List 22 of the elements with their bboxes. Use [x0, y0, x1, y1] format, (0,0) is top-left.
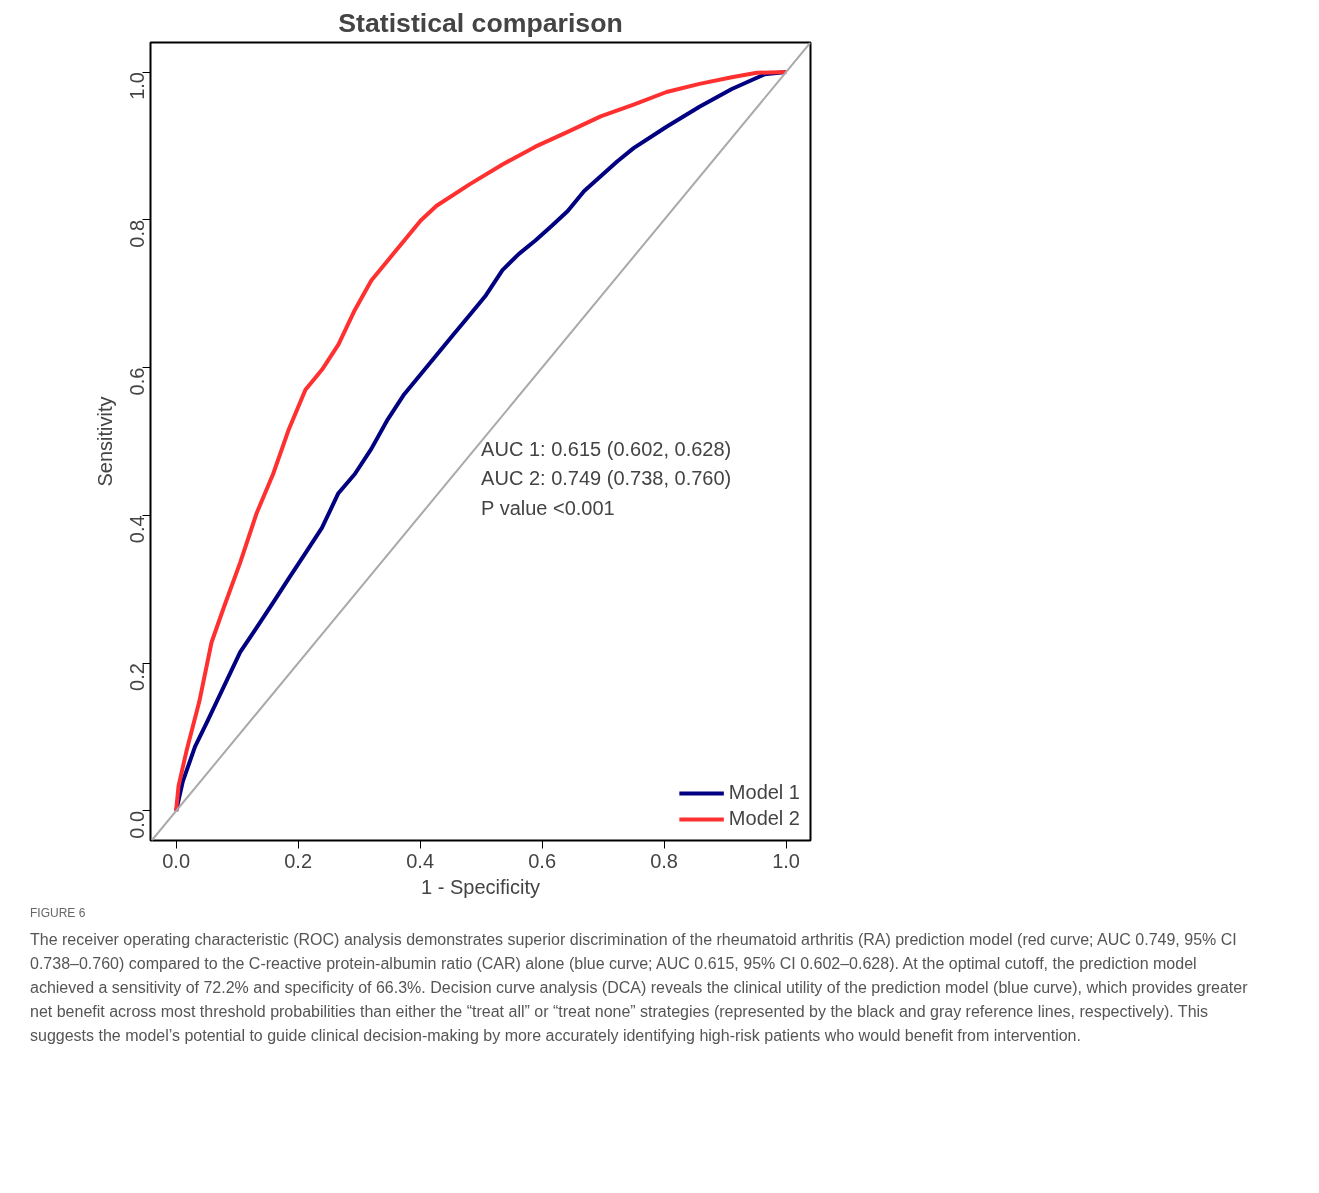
y-tick-label: 0.6 — [126, 367, 149, 396]
annotation: AUC 1: 0.615 (0.602, 0.628) — [481, 437, 732, 460]
text: The receiver operating characteristic (ROC) analysis demonstrates superior discrimination of the rheumatoid arthritis (RA) prediction model (red curve; AUC 0.749, 95% CI 0.738–0.760) compared to the C-reactive protein-albumin ratio (CAR) alone (blue curve; AUC 0.615, 95% CI 0.602–0.628). At the optimal cutoff, the prediction model achieved a sensitivity of 72.2% and specificity of 66.3%. Decision curve analysis (DCA) reveals the clinical utility of the prediction model (blue curve), which provides greater net benefit across most threshold probabilities than either the “treat all” or “treat none” strategies (represented by the black and gray reference lines, respectively). This suggests the model’s potential to guide clinical decision-making by more accurately identifying high-risk patients who would benefit from intervention. — [30, 930, 1249, 1047]
x-axis-title: 1 - Specificity — [421, 875, 540, 898]
x-tick-label: 0.4 — [406, 849, 435, 872]
x-tick-label: 0.6 — [528, 849, 557, 872]
x-tick-label: 0.2 — [284, 849, 313, 872]
caption: FIGURE 6 — [30, 905, 87, 922]
annotation: P value <0.001 — [481, 497, 615, 519]
y-tick-label: 0.8 — [126, 219, 149, 248]
y-tick-label: 0.0 — [126, 810, 149, 839]
legend-label: Model 2 — [728, 807, 800, 830]
y-tick-label: 1.0 — [126, 72, 149, 100]
legend-label: Model 1 — [728, 781, 800, 804]
y-tick-label: 0.2 — [126, 663, 149, 691]
x-tick-label: 0.0 — [162, 849, 191, 872]
chart-title: Statistical comparison — [338, 7, 623, 38]
x-tick-label: 0.8 — [650, 849, 679, 872]
y-axis-title: Sensitivity — [93, 396, 116, 487]
y-tick-label: 0.4 — [126, 515, 149, 544]
annotation: AUC 2: 0.749 (0.738, 0.760) — [481, 467, 732, 490]
x-tick-label: 1.0 — [772, 849, 801, 872]
